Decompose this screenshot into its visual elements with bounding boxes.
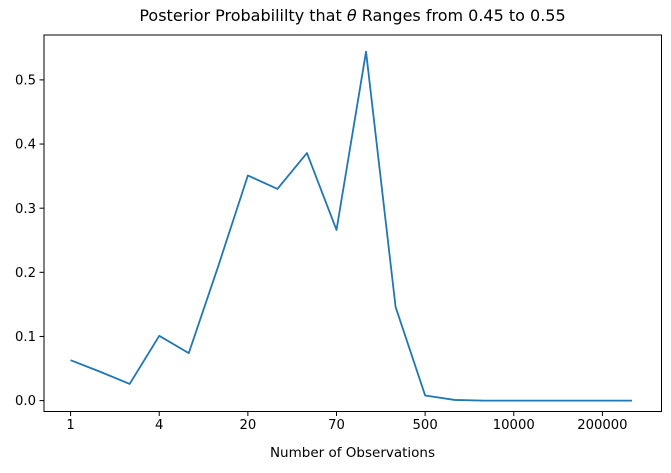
y-tick-label: 0.2 [15,266,36,281]
x-tick-label: 70 [328,418,345,433]
x-tick-label: 200000 [577,418,627,433]
y-axis: 0.0 0.1 0.2 0.3 0.4 0.5 [15,73,44,409]
x-tick-label: 10000 [493,418,535,433]
x-tick-label: 1 [66,418,74,433]
y-tick-label: 0.3 [15,202,36,217]
series-line [70,50,632,402]
theta-symbol: θ [347,6,357,25]
plot-area [43,34,662,412]
x-tick-label: 500 [413,418,438,433]
chart-title-suffix: Ranges from 0.45 to 0.55 [357,6,566,25]
x-tick-label: 20 [239,418,256,433]
y-tick-label: 0.5 [15,73,36,88]
chart-title: Posterior Probabililty that θ Ranges fro… [139,6,565,25]
chart-title-prefix: Posterior Probabililty that [139,6,346,25]
x-tick-label: 4 [155,418,163,433]
y-tick-label: 0.0 [15,394,36,409]
x-axis-label: Number of Observations [270,445,435,461]
x-axis: 1 4 20 70 500 10000 200000 [66,411,628,433]
y-tick-label: 0.4 [15,138,36,153]
y-tick-label: 0.1 [15,330,36,345]
